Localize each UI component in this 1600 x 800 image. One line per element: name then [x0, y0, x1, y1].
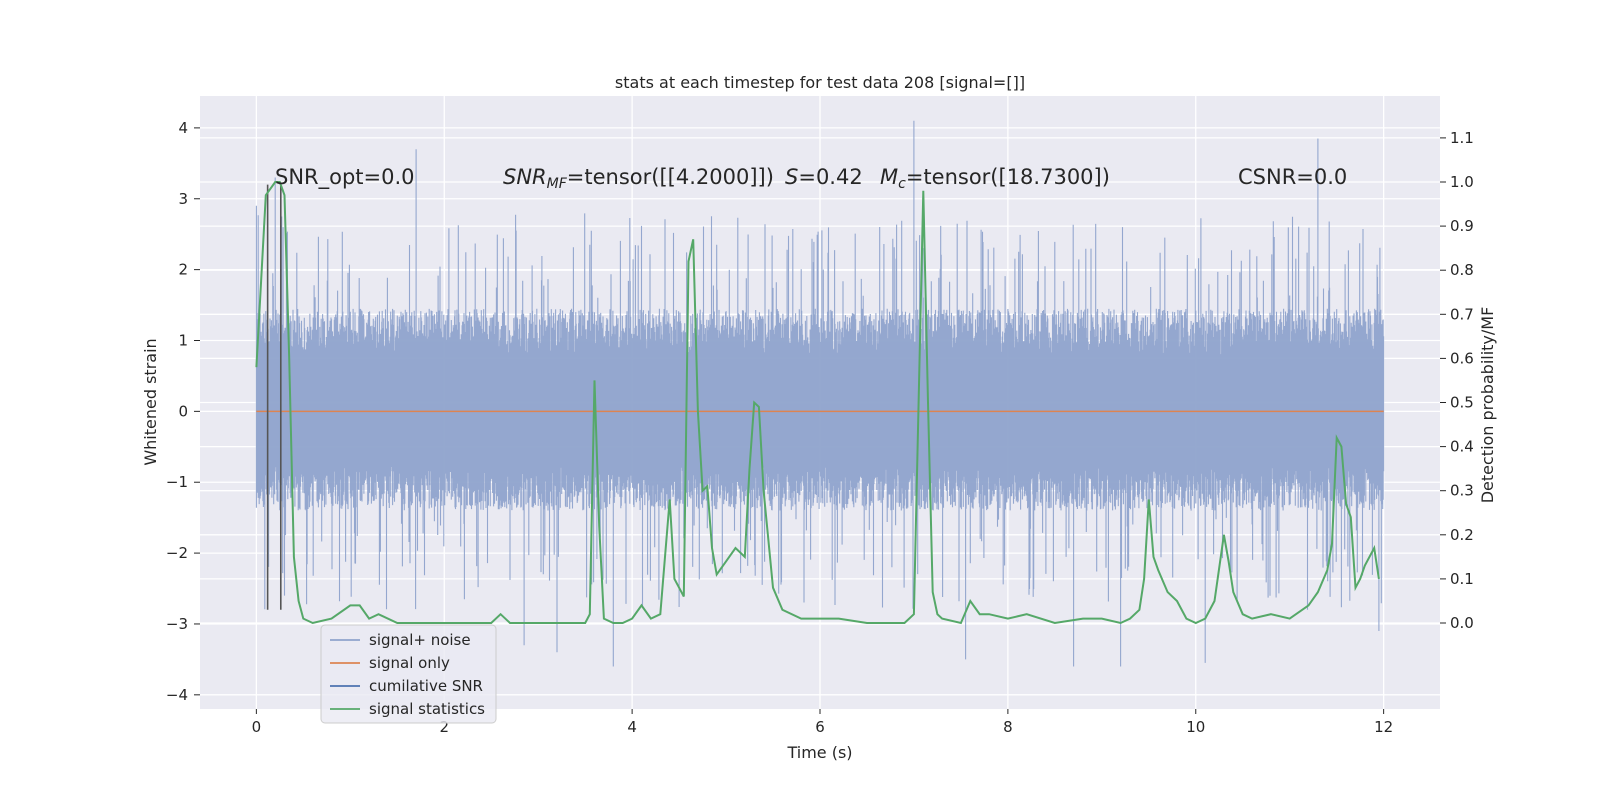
s-annotation: S=0.42 [785, 165, 863, 189]
right-y-tick-label: 1.1 [1450, 129, 1474, 147]
legend-label-signal-noise: signal+ noise [369, 631, 471, 649]
s-label: S [785, 165, 798, 189]
right-y-tick-label: 0.9 [1450, 217, 1474, 235]
left-y-tick-label: 4 [178, 119, 188, 137]
left-y-tick-label: −4 [166, 686, 188, 704]
mc-value: =tensor([18.7300]) [906, 165, 1110, 189]
left-y-axis-label: Whitened strain [141, 338, 160, 465]
s-value: =0.42 [798, 165, 862, 189]
left-y-tick-label: 0 [178, 402, 188, 420]
left-y-tick-label: 3 [178, 190, 188, 208]
right-y-axis-ticks: 0.0 0.1 0.2 0.3 0.4 0.5 0.6 0.7 0.8 0.9 1.0 1.1 [1440, 129, 1474, 632]
snr-opt-annotation: SNR_opt=0.0 [275, 165, 415, 190]
left-y-tick-label: 1 [178, 331, 188, 349]
snr-mf-label: SNR [503, 165, 547, 189]
x-tick-label: 4 [627, 718, 637, 736]
x-tick-label: 8 [1003, 718, 1013, 736]
snr-mf-subscript: MF [547, 176, 568, 192]
legend-label-signal-only: signal only [369, 654, 450, 672]
signal-statistics-series [255, 181, 1380, 625]
mc-annotation: Mc=tensor([18.7300]) [880, 165, 1110, 192]
csnr-annotation: CSNR=0.0 [1238, 165, 1347, 189]
legend-box [320, 624, 497, 724]
left-y-tick-label: −2 [166, 544, 188, 562]
right-y-tick-label: 0.4 [1450, 438, 1474, 456]
right-y-tick-label: 0.8 [1450, 261, 1474, 279]
x-axis-ticks: 0 2 4 6 8 10 12 [252, 709, 1393, 736]
mc-subscript: c [898, 176, 906, 192]
left-y-axis-ticks: −4 −3 −2 −1 0 1 2 3 4 [166, 119, 200, 704]
right-y-tick-label: 0.3 [1450, 482, 1474, 500]
left-y-tick-label: −1 [166, 473, 188, 491]
snr-mf-value: =tensor([[4.2000]]) [567, 165, 774, 189]
right-y-tick-label: 0.0 [1450, 614, 1474, 632]
x-tick-label: 2 [439, 718, 449, 736]
x-tick-label: 6 [815, 718, 825, 736]
x-tick-label: 12 [1374, 718, 1393, 736]
right-y-tick-label: 0.2 [1450, 526, 1474, 544]
x-axis-label: Time (s) [786, 743, 852, 762]
legend-label-signal-statistics: signal statistics [369, 700, 485, 718]
right-y-tick-label: 0.6 [1450, 349, 1474, 367]
right-y-axis-label: Detection probability/MF [1478, 307, 1497, 504]
x-tick-label: 10 [1186, 718, 1205, 736]
legend-label-cumulative-snr: cumilative SNR [369, 677, 483, 695]
snr-mf-annotation: SNRMF=tensor([[4.2000]]) [503, 165, 774, 192]
left-y-tick-label: −3 [166, 615, 188, 633]
signal-statistics-line [255, 181, 1380, 625]
chart-title: stats at each timestep for test data 208… [615, 73, 1025, 92]
left-y-tick-label: 2 [178, 261, 188, 279]
right-y-tick-label: 0.5 [1450, 394, 1474, 412]
right-y-tick-label: 0.7 [1450, 305, 1474, 323]
mc-label: M [880, 165, 898, 189]
vertical-marker-lines [266, 184, 282, 610]
right-y-tick-label: 0.1 [1450, 570, 1474, 588]
legend: signal+ noise signal only cumilative SNR… [320, 624, 497, 724]
x-tick-label: 0 [252, 718, 262, 736]
right-y-tick-label: 1.0 [1450, 173, 1474, 191]
